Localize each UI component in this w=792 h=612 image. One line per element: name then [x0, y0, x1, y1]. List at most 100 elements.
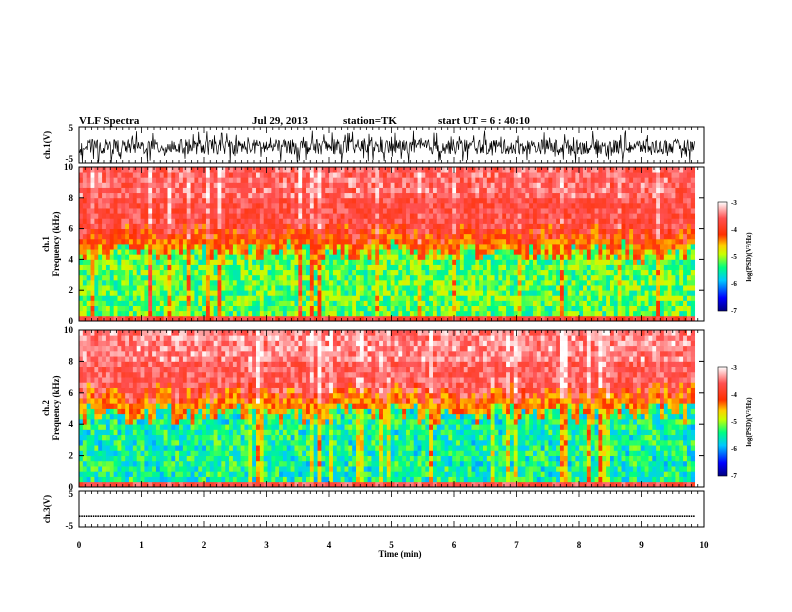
ch2-spectrogram-cell: [90, 392, 95, 399]
ch1-spectrogram-cell: [671, 202, 676, 209]
ch1-spectrogram-cell: [294, 300, 299, 306]
ch1-spectrogram-cell: [690, 290, 696, 296]
ch1-spectrogram-cell: [379, 223, 384, 229]
ch1-spectrogram-cell: [436, 290, 442, 296]
ch1-spectrogram-cell: [660, 208, 665, 214]
ch1-spectrogram-cell: [452, 305, 457, 312]
ch1-spectrogram-cell: [656, 182, 661, 188]
ch1-spectrogram-cell: [567, 218, 572, 224]
ch1-spectrogram-cell: [540, 172, 545, 178]
ch1-spectrogram-cell: [340, 279, 345, 286]
ch1-spectrogram-cell: [409, 177, 415, 183]
ch1-spectrogram-cell: [182, 208, 188, 214]
ch1-spectrogram-cell: [406, 218, 411, 224]
ch1-spectrogram-cell: [352, 192, 357, 199]
ch1-spectrogram-cell: [144, 197, 149, 204]
ch1-spectrogram-cell: [294, 274, 299, 281]
ch1-spectrogram-cell: [179, 208, 184, 214]
ch1-spectrogram-cell: [98, 305, 103, 312]
ch1-spectrogram-cell: [621, 187, 626, 194]
ch1-spectrogram-cell: [571, 300, 576, 306]
ch1-spectrogram-cell: [367, 305, 372, 312]
ch1-spectrogram-cell: [690, 264, 696, 271]
ch1-spectrogram-cell: [494, 254, 499, 260]
ch2-spectrogram-cell: [79, 434, 84, 441]
ch1-spectrogram-cell: [105, 279, 111, 286]
ch1-spectrogram-cell: [425, 187, 430, 194]
ch1-spectrogram-cell: [152, 305, 157, 312]
ch2-spectrogram-cell: [90, 408, 95, 415]
ch1-spectrogram-cell: [525, 244, 530, 250]
ch1-spectrogram-cell: [321, 274, 326, 281]
ch1-spectrogram-cell: [117, 305, 122, 312]
ch1-spectrogram-cell: [567, 223, 572, 229]
ch1-spectrogram-cell: [198, 269, 203, 276]
ch1-spectrogram-cell: [202, 285, 207, 291]
ch1-spectrogram-ytick-label: 4: [69, 254, 74, 264]
ch1-spectrogram-cell: [344, 315, 349, 322]
ch1-spectrogram-cell: [660, 202, 665, 209]
ch1-spectrogram-cell: [394, 285, 399, 291]
ch1-spectrogram-cell: [579, 290, 584, 296]
ch1-spectrogram-cell: [148, 197, 153, 204]
ch1-spectrogram-cell: [336, 315, 342, 322]
ch1-spectrogram-cell: [356, 290, 361, 296]
ch1-spectrogram-cell: [125, 300, 130, 306]
ch1-spectrogram-cell: [229, 218, 234, 224]
ch1-spectrogram-cell: [613, 269, 619, 276]
ch1-spectrogram-cell: [282, 213, 288, 219]
ch1-spectrogram-cell: [356, 167, 361, 173]
ch1-spectrogram-cell: [513, 274, 519, 281]
ch1-spectrogram-cell: [598, 285, 603, 291]
ch1-spectrogram-cell: [644, 177, 649, 183]
ch1-spectrogram-cell: [548, 295, 553, 301]
ch1-spectrogram-cell: [252, 238, 257, 245]
ch1-spectrogram-cell: [371, 244, 376, 250]
ch1-spectrogram-cell: [490, 264, 495, 271]
ch1-spectrogram-ylabel-channel: ch.1: [41, 236, 51, 252]
ch1-spectrogram-cell: [298, 244, 303, 250]
ch1-spectrogram-cell: [298, 305, 303, 312]
ch1-spectrogram-cell: [686, 310, 692, 317]
ch1-spectrogram-cell: [244, 182, 249, 188]
ch1-spectrogram-cell: [471, 274, 476, 281]
ch1-spectrogram-cell: [533, 192, 538, 199]
ch1-spectrogram-cell: [194, 223, 199, 229]
ch1-spectrogram-cell: [379, 269, 384, 276]
ch1-spectrogram-cell: [132, 300, 138, 306]
ch1-spectrogram-cell: [533, 274, 538, 281]
ch1-spectrogram-cell: [413, 285, 418, 291]
ch1-spectrogram-cell: [152, 177, 157, 183]
cb1-tick-m6: -6: [731, 280, 737, 288]
ch1-spectrogram-cell: [229, 228, 234, 235]
ch1-spectrogram-cell: [102, 295, 107, 301]
ch1-spectrogram-cell: [229, 305, 234, 312]
ch1-spectrogram-cell: [536, 223, 542, 229]
ch1-spectrogram-cell: [313, 274, 318, 281]
ch1-ytick-bottom: -5: [66, 154, 74, 164]
ch1-spectrogram-cell: [132, 228, 138, 235]
ch1-spectrogram-cell: [321, 187, 326, 194]
ch2-spectrogram-cell: [82, 434, 88, 441]
ch1-spectrogram-cell: [613, 249, 619, 255]
ch1-spectrogram-cell: [329, 182, 334, 188]
ch1-spectrogram-cell: [590, 290, 595, 296]
ch1-spectrogram-cell: [336, 208, 342, 214]
ch1-spectrogram-cell: [575, 279, 580, 286]
ch1-spectrogram-cell: [644, 218, 649, 224]
ch1-spectrogram-cell: [163, 197, 168, 204]
ch1-spectrogram-cell: [375, 223, 380, 229]
ch1-spectrogram-cell: [348, 228, 353, 235]
ch1-spectrogram-cell: [633, 197, 638, 204]
ch1-spectrogram-cell: [586, 305, 592, 312]
ch1-spectrogram-cell: [448, 192, 453, 199]
ch1-spectrogram-cell: [440, 305, 445, 312]
ch1-spectrogram-cell: [240, 177, 245, 183]
ch2-spectrogram-cell: [79, 392, 84, 399]
ch1-spectrogram-cell: [298, 254, 303, 260]
ch1-spectrogram-cell: [105, 274, 111, 281]
ch1-spectrogram-cell: [109, 290, 115, 296]
ch1-spectrogram-cell: [683, 192, 688, 199]
ch1-spectrogram-cell: [394, 300, 399, 306]
ch1-spectrogram-cell: [363, 223, 368, 229]
